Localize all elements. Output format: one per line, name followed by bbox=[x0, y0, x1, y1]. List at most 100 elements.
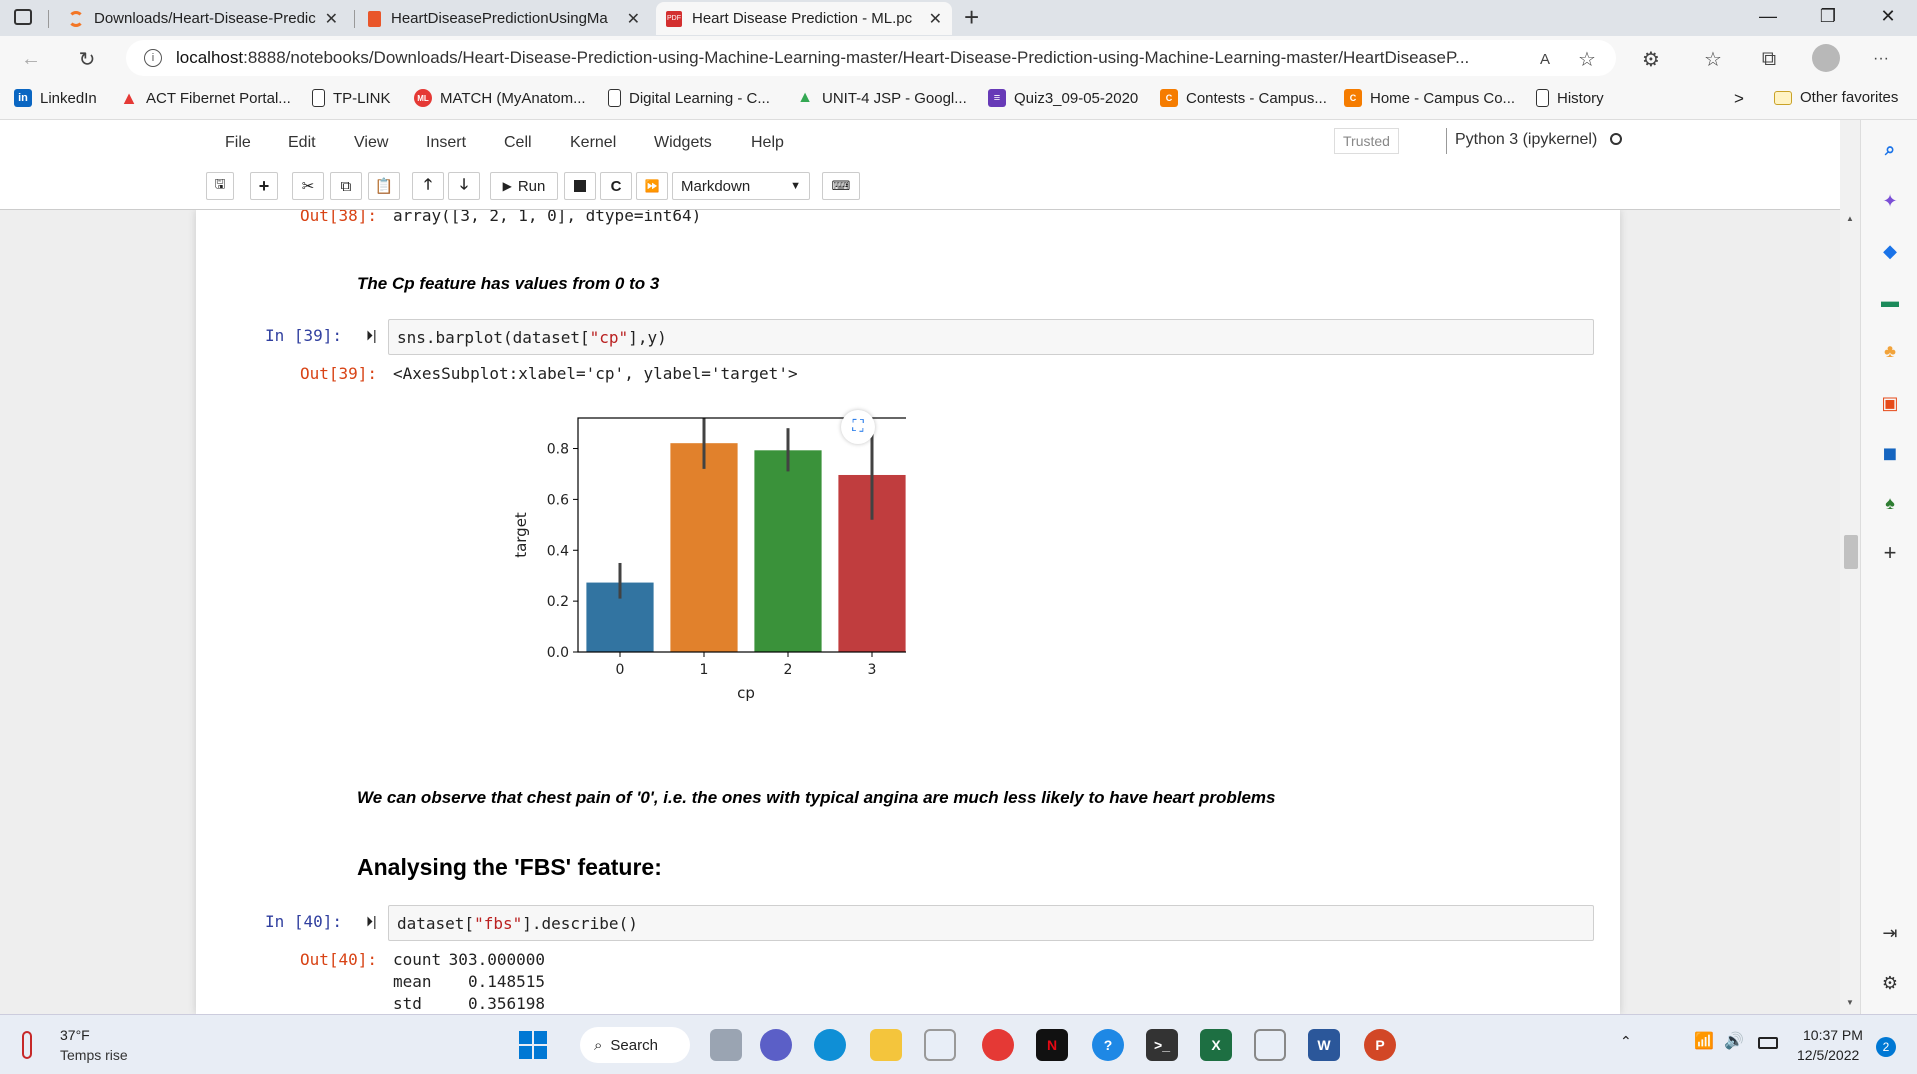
snipping-tool-icon[interactable] bbox=[1254, 1029, 1286, 1061]
outlook-icon[interactable]: ◼ bbox=[1882, 442, 1898, 463]
menu-help[interactable]: Help bbox=[751, 134, 784, 151]
menu-insert[interactable]: Insert bbox=[426, 134, 467, 151]
add-icon[interactable]: + bbox=[1883, 540, 1897, 565]
weather-desc[interactable]: Temps rise bbox=[60, 1047, 128, 1063]
more-menu-icon[interactable]: ··· bbox=[1873, 50, 1889, 67]
tray-chevron-icon[interactable]: ⌃ bbox=[1620, 1033, 1632, 1049]
restore-icon[interactable]: ❐ bbox=[1819, 5, 1837, 26]
menu-cell[interactable]: Cell bbox=[504, 134, 532, 151]
collections-icon[interactable]: ⧉ bbox=[1761, 47, 1777, 70]
copy-button[interactable]: ⧉ bbox=[330, 172, 362, 200]
menu-file[interactable]: File bbox=[225, 134, 251, 151]
scroll-down-icon[interactable]: ▼ bbox=[1846, 998, 1854, 1007]
word-icon[interactable]: W bbox=[1308, 1029, 1340, 1061]
menu-view[interactable]: View bbox=[354, 134, 389, 151]
excel-icon[interactable]: X bbox=[1200, 1029, 1232, 1061]
wifi-icon[interactable]: 📶 bbox=[1694, 1033, 1714, 1050]
add-favorite-icon[interactable]: ☆ bbox=[1578, 48, 1596, 71]
tools-icon[interactable]: ▬ bbox=[1881, 290, 1899, 311]
info-icon[interactable]: i bbox=[144, 49, 162, 67]
settings-gear-icon[interactable]: ⚙ bbox=[1881, 972, 1899, 993]
chrome-icon[interactable] bbox=[982, 1029, 1014, 1061]
favorite-item[interactable]: C Contests - Campus... bbox=[1160, 89, 1327, 107]
favorite-item[interactable]: ▲ ACT Fibernet Portal... bbox=[120, 87, 291, 108]
edge-icon[interactable] bbox=[814, 1029, 846, 1061]
new-tab-icon[interactable]: + bbox=[964, 2, 980, 32]
clock-date[interactable]: 12/5/2022 bbox=[1797, 1047, 1860, 1063]
window-close-icon[interactable]: ✕ bbox=[1880, 5, 1896, 26]
help-icon[interactable]: ? bbox=[1092, 1029, 1124, 1061]
run-button[interactable]: ▶ Run bbox=[490, 172, 558, 200]
run-cell-icon[interactable]: ⏵| bbox=[366, 327, 377, 343]
move-down-button[interactable]: 🡓 bbox=[448, 172, 480, 200]
interrupt-button[interactable] bbox=[564, 172, 596, 200]
volume-icon[interactable]: 🔊 bbox=[1724, 1033, 1744, 1050]
zoom-image-icon[interactable]: ⛶ bbox=[841, 410, 875, 444]
code-cell[interactable]: dataset["fbs"].describe() bbox=[388, 905, 1594, 941]
search-icon[interactable]: ⌕ bbox=[1884, 138, 1896, 159]
tab-actions-icon[interactable] bbox=[14, 9, 32, 25]
other-favorites[interactable]: Other favorites bbox=[1774, 89, 1898, 106]
minimize-icon[interactable]: — bbox=[1759, 5, 1777, 26]
copilot-icon[interactable]: ✦ bbox=[1882, 190, 1898, 211]
close-icon[interactable]: ✕ bbox=[626, 10, 640, 28]
tab-jupyter[interactable]: Downloads/Heart-Disease-Predic ✕ bbox=[58, 2, 348, 35]
paste-button[interactable]: 📋 bbox=[368, 172, 400, 200]
cut-button[interactable]: ✂ bbox=[292, 172, 324, 200]
close-icon[interactable]: ✕ bbox=[324, 10, 338, 28]
favorite-item[interactable]: ≡ Quiz3_09-05-2020 bbox=[988, 89, 1138, 107]
powerpoint-icon[interactable]: P bbox=[1364, 1029, 1396, 1061]
file-explorer-icon[interactable] bbox=[870, 1029, 902, 1061]
tab-notebook-file[interactable]: HeartDiseasePredictionUsingMa ✕ bbox=[358, 2, 650, 35]
add-cell-button[interactable]: + bbox=[250, 172, 278, 200]
store-icon[interactable] bbox=[924, 1029, 956, 1061]
task-view-icon[interactable] bbox=[710, 1029, 742, 1061]
favorite-item[interactable]: History bbox=[1536, 89, 1604, 107]
extensions-icon[interactable]: ⚙ bbox=[1642, 48, 1660, 71]
favorite-item[interactable]: in LinkedIn bbox=[14, 89, 97, 107]
favorite-item[interactable]: ML MATCH (MyAnatom... bbox=[414, 89, 586, 107]
more-favorites-chevron-icon[interactable]: > bbox=[1734, 89, 1744, 108]
scrollbar-thumb[interactable] bbox=[1844, 535, 1858, 569]
games-icon[interactable]: ♣ bbox=[1884, 340, 1896, 361]
close-icon[interactable]: ✕ bbox=[928, 10, 942, 28]
code-cell[interactable]: sns.barplot(dataset["cp"],y) bbox=[388, 319, 1594, 355]
favorites-icon[interactable]: ☆ bbox=[1704, 48, 1722, 71]
shopping-tag-icon[interactable]: ◆ bbox=[1883, 240, 1897, 261]
refresh-icon[interactable]: ↻ bbox=[78, 48, 96, 71]
back-arrow-icon[interactable]: ← bbox=[21, 47, 41, 70]
notebook-scrollbar[interactable]: ▲ ▼ bbox=[1840, 120, 1860, 1014]
cell-type-select[interactable]: Markdown ▼ bbox=[672, 172, 810, 200]
run-cell-icon[interactable]: ⏵| bbox=[366, 913, 377, 929]
trusted-badge[interactable]: Trusted bbox=[1334, 128, 1399, 154]
menu-edit[interactable]: Edit bbox=[288, 134, 316, 151]
avatar[interactable] bbox=[1812, 44, 1840, 72]
tab-pdf[interactable]: PDF Heart Disease Prediction - ML.pc ✕ bbox=[656, 2, 952, 35]
weather-temp[interactable]: 37°F bbox=[60, 1027, 90, 1043]
favorite-item[interactable]: ▲ UNIT-4 JSP - Googl... bbox=[797, 89, 967, 107]
move-up-button[interactable]: 🡑 bbox=[412, 172, 444, 200]
read-aloud-icon[interactable]: A bbox=[1539, 50, 1550, 68]
terminal-icon[interactable]: >_ bbox=[1146, 1029, 1178, 1061]
keyboard-shortcuts-button[interactable]: ⌨ bbox=[822, 172, 860, 200]
hide-sidebar-icon[interactable]: ⇥ bbox=[1882, 922, 1898, 943]
windows-start-icon[interactable] bbox=[519, 1031, 547, 1059]
restart-button[interactable]: C bbox=[600, 172, 632, 200]
favorite-item[interactable]: Digital Learning - C... bbox=[608, 89, 770, 107]
menu-widgets[interactable]: Widgets bbox=[654, 134, 712, 151]
restart-run-all-button[interactable]: ⏩ bbox=[636, 172, 668, 200]
office-icon[interactable]: ▣ bbox=[1881, 392, 1899, 413]
taskbar-search[interactable]: ⌕ Search bbox=[580, 1027, 690, 1063]
netflix-icon[interactable]: N bbox=[1036, 1029, 1068, 1061]
favorite-item[interactable]: C Home - Campus Co... bbox=[1344, 89, 1515, 107]
teams-chat-icon[interactable] bbox=[760, 1029, 792, 1061]
battery-icon[interactable] bbox=[1758, 1037, 1778, 1049]
scroll-up-icon[interactable]: ▲ bbox=[1846, 214, 1854, 223]
url-input[interactable]: i localhost:8888/notebooks/Downloads/Hea… bbox=[126, 40, 1616, 76]
favorite-item[interactable]: TP-LINK bbox=[312, 89, 391, 107]
menu-kernel[interactable]: Kernel bbox=[570, 134, 617, 151]
notification-badge[interactable]: 2 bbox=[1876, 1037, 1896, 1057]
save-button[interactable]: 🖫 bbox=[206, 172, 234, 200]
tree-icon[interactable]: ♠ bbox=[1885, 492, 1895, 513]
clock-time[interactable]: 10:37 PM bbox=[1803, 1027, 1863, 1043]
